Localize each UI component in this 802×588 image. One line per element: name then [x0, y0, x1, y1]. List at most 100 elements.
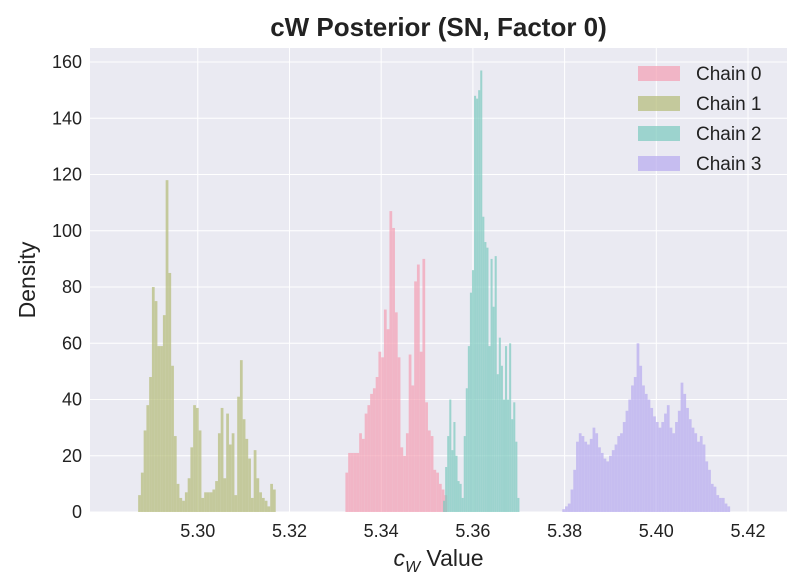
histogram-bar [162, 315, 166, 512]
histogram-bar [242, 419, 246, 512]
histogram-bar [168, 272, 172, 512]
histogram-bar [724, 503, 728, 512]
histogram-bar [372, 388, 376, 512]
histogram-bar [496, 374, 499, 512]
histogram-bar [628, 399, 632, 512]
y-tick-label: 20 [62, 446, 82, 466]
legend-swatch [638, 126, 680, 141]
histogram-bar [459, 483, 462, 512]
histogram-bar [642, 385, 645, 512]
legend-swatch [638, 96, 680, 111]
histogram-bar [370, 393, 373, 512]
histogram-bar [705, 461, 709, 512]
series-1-bars [138, 180, 276, 513]
histogram-bar [445, 467, 448, 512]
histogram-bar [515, 441, 518, 512]
y-tick-label: 80 [62, 277, 82, 297]
histogram-bar [383, 309, 387, 512]
histogram-bar [140, 472, 144, 512]
histogram-bar [666, 405, 670, 512]
histogram-bar [710, 483, 714, 512]
histogram-bar [573, 469, 577, 512]
histogram-bar [611, 450, 615, 512]
histogram-bar [157, 346, 161, 512]
histogram-bar [587, 444, 590, 512]
histogram-bar [264, 500, 268, 512]
histogram-bar [639, 365, 643, 512]
histogram-bar [425, 402, 428, 512]
histogram-bar [600, 452, 604, 512]
histogram-bar [143, 430, 147, 512]
histogram-bar [589, 438, 593, 512]
histogram-bar [480, 70, 483, 512]
x-tick-label: 5.32 [272, 521, 307, 541]
histogram-bar [691, 427, 695, 512]
x-axis-ticks: 5.30 5.32 5.34 5.36 5.38 5.40 5.42 [180, 521, 765, 541]
histogram-bar [598, 447, 601, 512]
histogram-bar [669, 427, 673, 512]
histogram-bar [154, 301, 158, 512]
histogram-bar [204, 492, 207, 512]
histogram-bar [206, 492, 210, 512]
histogram-bar [353, 452, 357, 512]
x-tick-label: 5.42 [730, 521, 765, 541]
histogram-bar [498, 337, 501, 512]
histogram-bar [469, 292, 472, 512]
y-tick-label: 40 [62, 390, 82, 410]
histogram-bar [256, 478, 260, 512]
histogram-bar [228, 444, 232, 512]
histogram-bar [655, 422, 659, 512]
histogram-bar [226, 413, 229, 512]
histogram-bar [198, 430, 202, 512]
histogram-bar [578, 433, 582, 512]
histogram-bar [430, 436, 434, 512]
histogram-bar [443, 500, 446, 512]
histogram-bar [478, 90, 481, 512]
histogram-bar [190, 447, 194, 512]
histogram-bar [386, 329, 390, 512]
histogram-bar [272, 489, 276, 512]
histogram-bar [182, 500, 185, 512]
histogram-bar [367, 405, 371, 512]
histogram-bar [625, 410, 629, 512]
histogram-bar [259, 492, 262, 512]
histogram-bar [237, 396, 240, 512]
histogram-bar [359, 433, 362, 512]
histogram-bar [688, 419, 692, 512]
histogram-bar [397, 357, 401, 512]
histogram-bar [438, 483, 442, 512]
series-2-bars [443, 70, 520, 513]
y-tick-label: 120 [52, 165, 82, 185]
histogram-bar [253, 450, 257, 512]
histogram-bar [176, 483, 180, 512]
histogram-bar [212, 489, 216, 512]
histogram-bar [482, 216, 485, 512]
x-tick-label: 5.40 [639, 521, 674, 541]
histogram-bar [672, 433, 676, 512]
x-axis-label-symbol: c [393, 545, 405, 571]
histogram-bar [614, 444, 618, 512]
histogram-bar [517, 497, 520, 512]
histogram-bar [636, 343, 640, 512]
histogram-bar [490, 258, 493, 512]
histogram-bar [492, 306, 495, 512]
histogram-bar [364, 413, 368, 512]
histogram-bar [400, 447, 404, 512]
histogram-bar [261, 497, 265, 512]
histogram-bar [471, 270, 475, 512]
histogram-bar [702, 444, 706, 512]
histogram-bar [187, 478, 191, 512]
legend-label: Chain 0 [696, 64, 762, 85]
histogram-bar [620, 433, 623, 512]
chart-title: cW Posterior (SN, Factor 0) [270, 12, 607, 42]
histogram-bar [171, 365, 174, 512]
legend-label: Chain 3 [696, 154, 762, 175]
histogram-bar [209, 492, 213, 512]
histogram-bar [603, 458, 607, 512]
histogram-bar [138, 495, 141, 512]
histogram-bar [215, 481, 218, 512]
histogram-bar [149, 377, 152, 512]
y-tick-label: 100 [52, 221, 82, 241]
histogram-bar [592, 427, 596, 512]
